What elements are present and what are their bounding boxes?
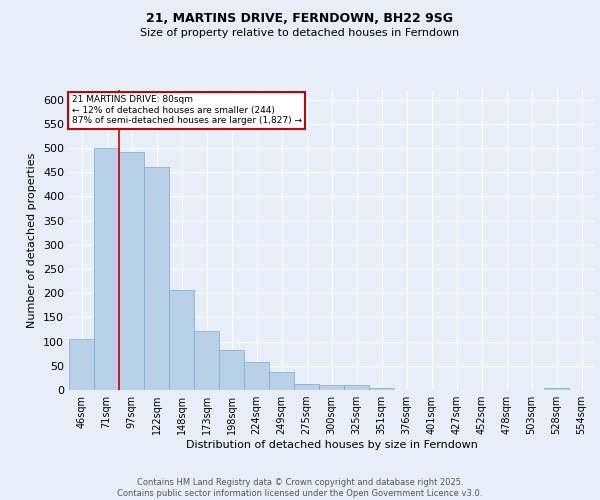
Text: 21 MARTINS DRIVE: 80sqm
← 12% of detached houses are smaller (244)
87% of semi-d: 21 MARTINS DRIVE: 80sqm ← 12% of detache… [71,96,302,125]
Bar [169,290,194,390]
Bar [369,388,394,390]
Y-axis label: Number of detached properties: Number of detached properties [28,152,37,328]
Bar [219,350,244,390]
Bar [544,388,569,390]
Bar [319,385,344,390]
Bar [119,152,144,390]
Bar [244,362,269,390]
Bar [344,385,369,390]
X-axis label: Distribution of detached houses by size in Ferndown: Distribution of detached houses by size … [185,440,478,450]
Bar [144,168,169,390]
Bar [269,372,294,390]
Bar [94,148,119,390]
Text: Contains HM Land Registry data © Crown copyright and database right 2025.
Contai: Contains HM Land Registry data © Crown c… [118,478,482,498]
Text: Size of property relative to detached houses in Ferndown: Size of property relative to detached ho… [140,28,460,38]
Bar [294,384,319,390]
Text: 21, MARTINS DRIVE, FERNDOWN, BH22 9SG: 21, MARTINS DRIVE, FERNDOWN, BH22 9SG [146,12,454,26]
Bar [194,331,219,390]
Bar [69,339,94,390]
